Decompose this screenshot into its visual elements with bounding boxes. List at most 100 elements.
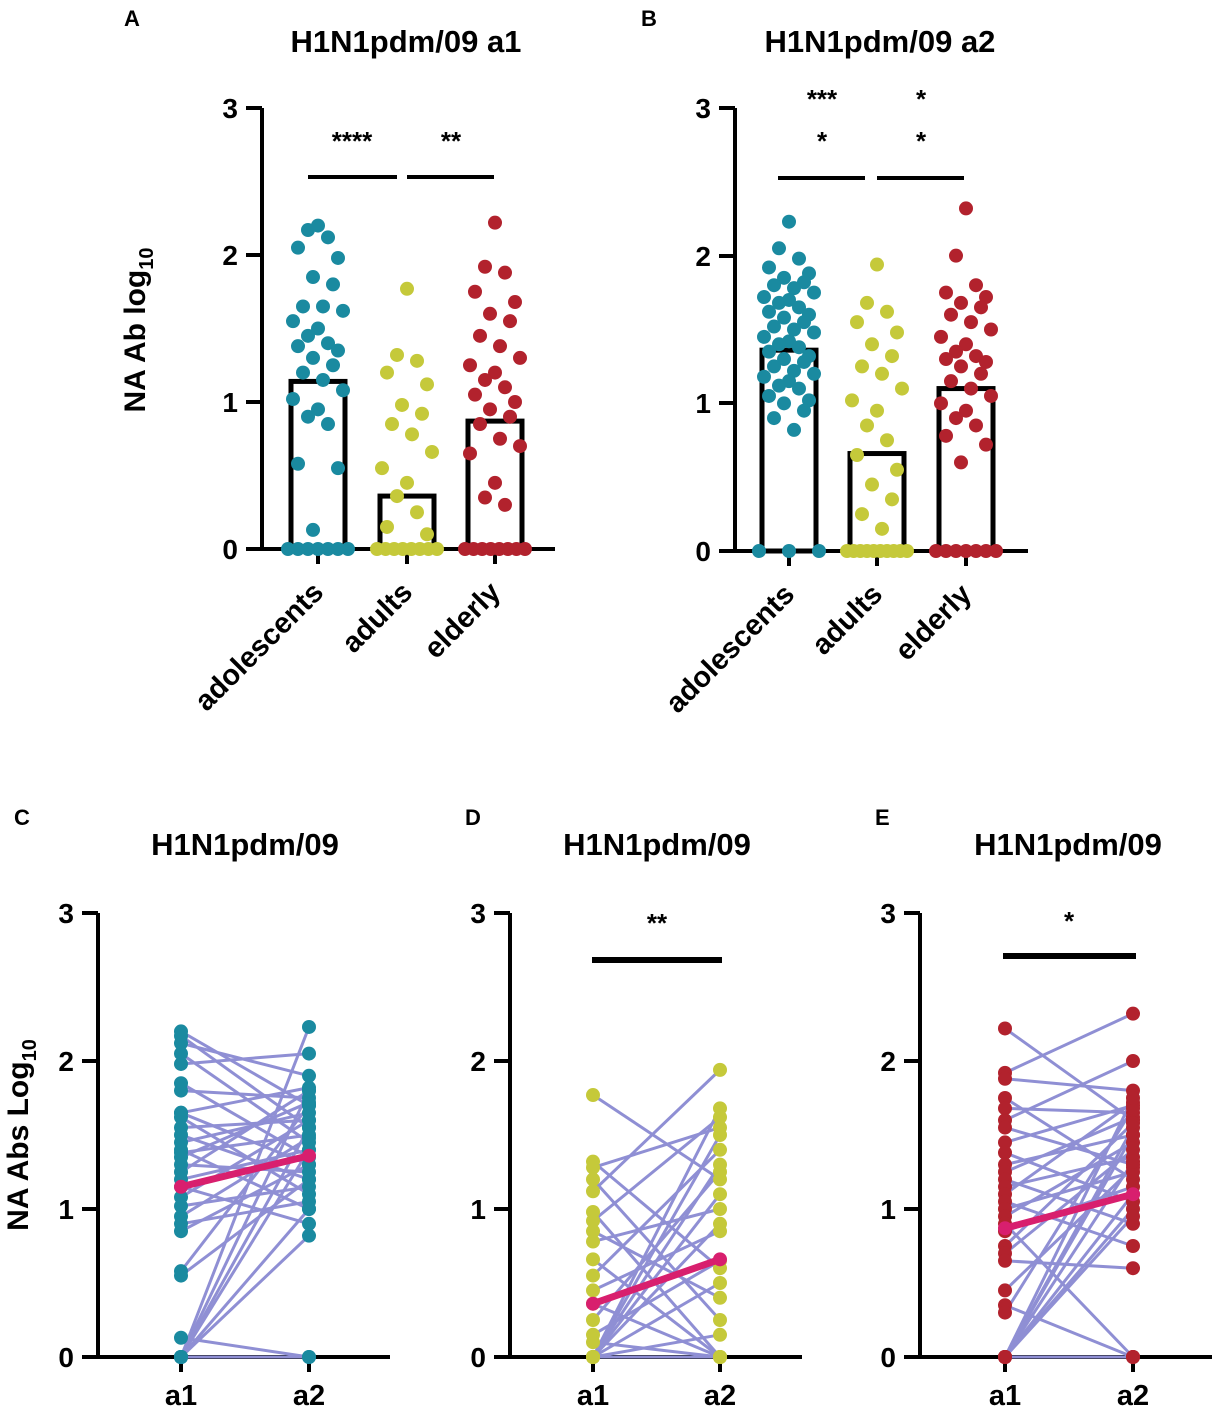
panel-a-point-adolescents-33 — [331, 542, 345, 556]
panel-a-point-elderly-12 — [478, 372, 492, 387]
panel-d-point-a2-21 — [713, 1187, 727, 1202]
panel-b-point-adolescents-39 — [797, 403, 811, 418]
panel-b-point-adults-29 — [900, 544, 914, 558]
panel-a-point-adolescents-29 — [291, 542, 305, 556]
panel-c-title: H1N1pdm/09 — [151, 827, 339, 862]
panel-label-a: A — [124, 6, 140, 31]
panel-b-point-elderly-19 — [964, 381, 978, 396]
panel-b-point-elderly-29 — [939, 544, 953, 558]
panel-a-point-adults-12 — [390, 489, 404, 504]
panel-b-point-adults-11 — [870, 403, 884, 418]
panel-b-point-adults-1 — [860, 295, 874, 310]
panel-d-ytick-label-3: 3 — [470, 898, 486, 929]
panel-b-point-elderly-28 — [929, 544, 943, 558]
panel-e-point-a2-21 — [1126, 1261, 1140, 1276]
panel-b-point-adults-13 — [880, 433, 894, 448]
panel-b-point-adults-0 — [870, 257, 884, 272]
panel-a-point-adolescents-28 — [281, 542, 295, 556]
panel-c-ytick-label-3: 3 — [58, 898, 74, 929]
panel-c-mean-line — [177, 1152, 313, 1191]
panel-e-plot — [998, 1006, 1140, 1364]
panel-c-pair-line-6 — [180, 1089, 310, 1100]
panel-b-ytick-label-2: 2 — [695, 241, 711, 272]
panel-a-point-adolescents-19 — [316, 372, 330, 387]
panel-a-point-adolescents-12 — [301, 328, 315, 343]
panel-c-point-a2-28 — [302, 1120, 316, 1135]
panel-b-point-adolescents-31 — [807, 366, 821, 381]
panel-a-point-adults-5 — [395, 397, 409, 412]
panel-a-point-adolescents-30 — [301, 542, 315, 556]
panel-b-point-adolescents-38 — [777, 396, 791, 411]
panel-b-point-adults-5 — [865, 337, 879, 352]
panel-a-sig-label-1: **** — [332, 126, 373, 156]
panel-e-ytick-label-0: 0 — [880, 1342, 896, 1373]
panel-e-point-a1-0 — [998, 1021, 1012, 1036]
panel-b-category-adolescents: adolescents — [660, 578, 801, 719]
panel-a-point-adults-1 — [390, 347, 404, 362]
panel-c-y-axis-label: NA Abs Log10 — [2, 1039, 41, 1231]
panel-b: B H1N1pdm/09 a2 3 2 1 0 adolescents adul… — [641, 6, 1028, 719]
panel-b-point-adolescents-44 — [812, 544, 826, 558]
panel-a-point-adolescents-2 — [321, 230, 335, 245]
panel-e-pair-line-31 — [1003, 1215, 1135, 1359]
panel-e-point-a2-1 — [1126, 1006, 1140, 1021]
panel-d-point-a2-19 — [713, 1350, 727, 1364]
panel-b-point-elderly-16 — [954, 359, 968, 374]
panel-b-point-adolescents-25 — [762, 344, 776, 359]
panel-d-point-a2-7 — [713, 1290, 727, 1305]
panel-d-point-a1-23 — [586, 1350, 600, 1364]
panel-a-category-adolescents: adolescents — [189, 576, 330, 717]
panel-b-point-elderly-25 — [939, 428, 953, 443]
panel-b-point-elderly-5 — [954, 295, 968, 310]
panel-e-pair-line-30 — [1003, 1097, 1135, 1358]
panel-d-point-a1-2 — [586, 1160, 600, 1175]
panel-a-point-elderly-18 — [473, 417, 487, 432]
panel-c-pair-line-5 — [180, 1081, 310, 1159]
panel-a-point-elderly-21 — [463, 446, 477, 461]
panel-a-point-adolescents-5 — [306, 270, 320, 285]
panel-e-mean-point-a2 — [1126, 1187, 1140, 1202]
panel-b-point-adults-16 — [865, 477, 879, 492]
panel-a-ytick-label-3: 3 — [222, 93, 238, 124]
panel-b-point-elderly-0 — [959, 201, 973, 216]
panel-b-point-elderly-22 — [959, 403, 973, 418]
panel-d-point-a2-10 — [713, 1142, 727, 1157]
panel-e-mean-point-a1 — [998, 1221, 1012, 1236]
panel-c-pair-line-29 — [179, 1149, 311, 1358]
panel-a-point-elderly-7 — [473, 328, 487, 343]
panel-label-e: E — [875, 805, 890, 830]
panel-a-point-adults-9 — [425, 444, 439, 459]
panel-b-point-adolescents-34 — [772, 378, 786, 393]
panel-b-point-elderly-30 — [949, 544, 963, 558]
panel-e-pair-line-7 — [1004, 1103, 1134, 1144]
panel-b-point-adolescents-19 — [787, 322, 801, 337]
panel-a-ytick-label-0: 0 — [222, 534, 238, 565]
panel-a-point-adolescents-9 — [336, 303, 350, 318]
panel-e-pair-line-5 — [1004, 1059, 1134, 1122]
panel-c-point-a1-34 — [174, 1350, 188, 1364]
panel-b-point-elderly-33 — [979, 544, 993, 558]
panel-a-point-adolescents-20 — [336, 383, 350, 398]
panel-b-point-adolescents-43 — [782, 544, 796, 558]
panel-d-plot — [586, 1062, 727, 1364]
panel-a-point-adolescents-32 — [321, 542, 335, 556]
panel-c-point-a2-33 — [302, 1019, 316, 1034]
panel-b-point-adolescents-23 — [772, 337, 786, 352]
panel-c-category-a1: a1 — [165, 1380, 197, 1411]
panel-c-pair-line-33 — [179, 1026, 311, 1358]
panel-b-point-elderly-18 — [944, 374, 958, 389]
panel-a-point-adolescents-13 — [321, 336, 335, 351]
panel-c-pair-line-31 — [179, 1089, 311, 1358]
panel-b-point-elderly-23 — [949, 411, 963, 426]
panel-b-point-adults-15 — [890, 462, 904, 477]
panel-c-ytick-label-0: 0 — [58, 1342, 74, 1373]
panel-e-point-a2-32 — [1126, 1128, 1140, 1142]
panel-b-point-elderly-2 — [969, 278, 983, 293]
panel-b-point-adolescents-42 — [752, 544, 766, 558]
panel-c-point-a1-4 — [174, 1056, 188, 1071]
panel-d-pair-line-23 — [591, 1134, 722, 1358]
panel-c-ytick-label-1: 1 — [58, 1194, 74, 1225]
panel-b-point-elderly-27 — [954, 455, 968, 470]
panel-e-point-a2-14 — [1126, 1239, 1140, 1253]
